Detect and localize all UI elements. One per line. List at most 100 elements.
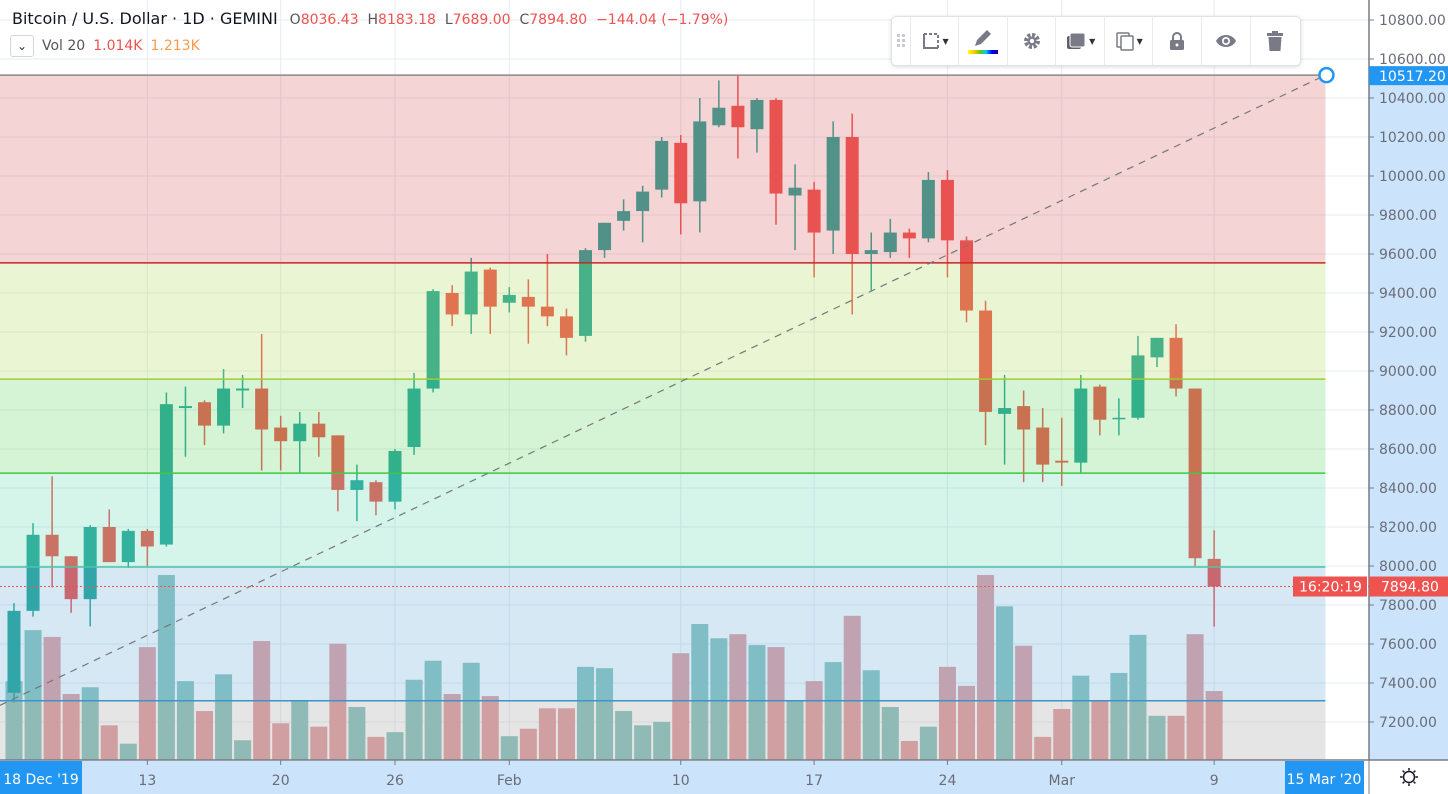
settings-button[interactable] [1006,17,1056,65]
volume-bar [786,700,804,760]
candle-down[interactable] [731,105,745,128]
background-fill-button[interactable]: ▼ [1055,17,1104,65]
candle-up[interactable] [217,388,231,426]
candle-down[interactable] [198,402,211,426]
candle-up[interactable] [712,107,726,126]
candle-up[interactable] [83,527,97,600]
candle-up[interactable] [921,179,935,239]
candle-down[interactable] [540,306,554,317]
volume-bar [500,736,518,760]
candle-down[interactable] [1055,460,1069,463]
volume-bar [481,696,499,760]
hide-button[interactable] [1201,17,1250,65]
volume-bar [157,575,175,760]
candle-up[interactable] [617,211,631,221]
candle-down[interactable] [445,293,459,315]
candle-down[interactable] [331,435,345,490]
volume-bar [1072,675,1090,760]
candle-up[interactable] [502,294,516,303]
candle-down[interactable] [274,427,288,442]
price-tick-label: 7400.00 [1379,676,1437,692]
candle-up[interactable] [426,291,440,389]
candle-down[interactable] [369,482,383,502]
select-area-button[interactable]: ▼ [909,17,959,65]
candle-up[interactable] [121,530,135,563]
candle-down[interactable] [312,423,326,438]
select-area-icon [922,33,939,49]
candle-up[interactable] [159,404,173,545]
candle-up[interactable] [350,480,364,490]
drag-handle[interactable] [892,17,910,65]
candle-down[interactable] [1036,427,1050,465]
candle-down[interactable] [1169,337,1183,389]
candle-down[interactable] [960,240,973,311]
symbol-title[interactable]: Bitcoin / U.S. Dollar · 1D · GEMINI [12,9,278,28]
candle-up[interactable] [388,450,402,502]
candle-down[interactable] [45,534,59,557]
volume-bar [653,721,671,760]
candle-down[interactable] [1207,558,1221,587]
candle-down[interactable] [674,142,688,204]
candle-up[interactable] [464,271,478,315]
candle-down[interactable] [483,269,497,307]
line-color-button[interactable] [958,17,1007,65]
candle-down[interactable] [559,316,573,338]
candle-down[interactable] [902,232,916,239]
candle-up[interactable] [826,137,840,231]
candle-up[interactable] [293,423,307,442]
candle-down[interactable] [769,99,783,194]
fib-band [0,75,1326,263]
candle-up[interactable] [1074,388,1088,463]
time-tick-label: 9 [1210,773,1219,789]
candle-up[interactable] [788,187,802,196]
volume-bar [596,668,614,760]
candle-up[interactable] [864,250,878,254]
candle-up[interactable] [636,191,650,212]
candle-up[interactable] [236,388,250,391]
candle-up[interactable] [598,222,612,251]
fib-anchor-handle[interactable] [1318,66,1335,84]
trash-icon [1267,31,1284,51]
candle-up[interactable] [26,534,40,611]
candle-up[interactable] [1150,337,1164,358]
candle-down[interactable] [521,296,535,307]
clone-button[interactable]: ▼ [1103,17,1153,65]
candle-up[interactable] [883,232,897,253]
volume-bar [424,660,442,760]
candle-up[interactable] [998,408,1012,414]
color-swatch-rainbow [968,50,999,54]
delete-button[interactable] [1249,17,1301,65]
fib-trend-line[interactable] [0,74,1326,706]
lock-button[interactable] [1152,17,1201,65]
ohlc-values: O8036.43 H8183.18 L7689.00 C7894.80 −144… [290,12,729,28]
candle-up[interactable] [178,406,192,409]
collapse-legend-button[interactable]: ⌄ [10,35,34,57]
candle-up[interactable] [750,99,764,130]
candle-up[interactable] [655,140,669,190]
volume-bar [729,634,747,760]
candle-down[interactable] [979,310,993,412]
volume-bar [462,662,480,760]
volume-bar [1148,715,1166,760]
chart-pane[interactable] [0,0,1369,760]
volume-label[interactable]: Vol 20 [42,38,86,54]
candle-down[interactable] [1017,406,1031,430]
candle-down[interactable] [845,137,859,254]
candle-up[interactable] [579,250,592,336]
candle-down[interactable] [255,388,269,430]
candle-up[interactable] [693,121,707,202]
chart-settings-icon[interactable] [1400,768,1418,786]
candle-down[interactable] [807,189,821,233]
candle-down[interactable] [140,530,154,547]
candle-down[interactable] [940,179,954,241]
volume-bar [824,662,842,760]
time-tick-label: 26 [386,773,404,789]
fib-end-date-label: 15 Mar '20 [1287,772,1362,788]
candle-up[interactable] [7,610,21,693]
candle-up[interactable] [1131,355,1145,418]
candle-down[interactable] [1093,386,1107,420]
candle-down[interactable] [102,527,116,563]
candle-up[interactable] [407,388,421,448]
candle-up[interactable] [1112,417,1126,420]
